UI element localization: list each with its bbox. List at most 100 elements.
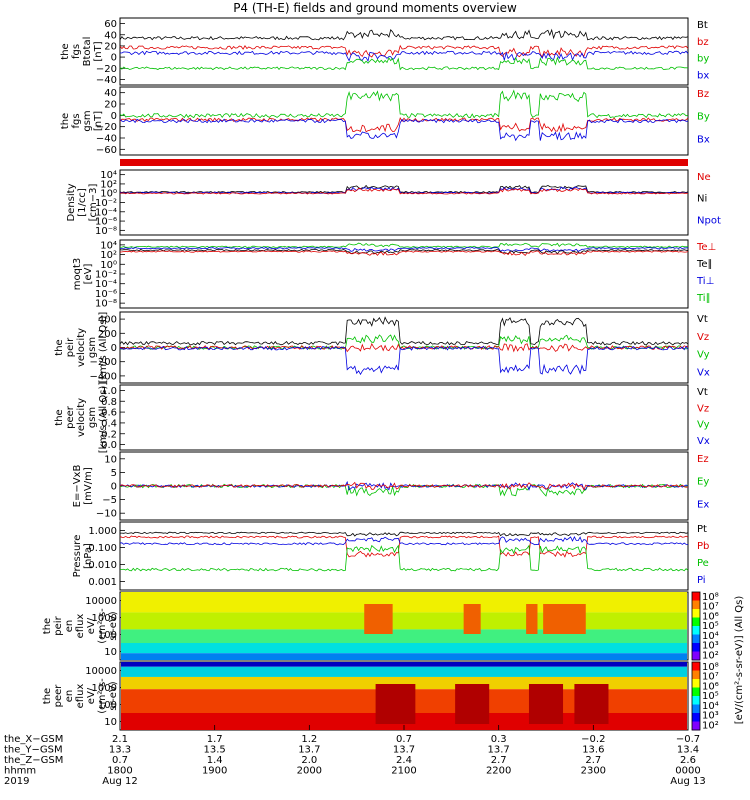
x-row-value: 13.3 [109, 745, 131, 756]
colorbar-segment [692, 704, 700, 714]
legend-peer_velocity: Vz [697, 403, 709, 414]
peer-spec-patch [574, 684, 609, 724]
x-row-value: 13.6 [582, 745, 604, 756]
y-tick-label: 0.6 [101, 408, 117, 419]
peir-spec-patch [364, 604, 393, 634]
colorbar-segment [692, 609, 700, 618]
y-tick-label: −20 [96, 122, 117, 133]
x-row-value: 2300 [581, 766, 606, 777]
legend-density: Npot [697, 215, 721, 226]
legend-temperature: Te∥ [696, 259, 713, 270]
series-Pe [119, 544, 689, 572]
legend-fgs_gsm: Bz [697, 89, 709, 100]
x-row-value: 13.7 [298, 745, 320, 756]
x-row-value: 2.6 [680, 755, 696, 766]
legend-fgs_mag: bz [697, 37, 709, 48]
legend-efield: Ey [697, 477, 709, 488]
colorbar-segment [692, 687, 700, 697]
peer-spec-patch [455, 684, 490, 724]
y-tick-label: 0 [111, 482, 117, 493]
series-Pi [119, 536, 689, 546]
colorbar-frame [691, 591, 701, 661]
peir-spec-band [121, 653, 687, 660]
y-tick-label: 10 [104, 454, 117, 465]
colorbar-segment [692, 679, 700, 688]
legend-temperature: Ti∥ [696, 293, 711, 304]
series-Te-perp [119, 250, 689, 256]
series-bx [119, 50, 689, 62]
series-Vy [119, 334, 689, 351]
x-row-value: 0.7 [396, 734, 412, 745]
y-tick-label: 40 [104, 30, 117, 41]
x-row-value: 2.4 [396, 755, 412, 766]
colorbar-tick: 10⁵ [702, 621, 719, 632]
x-row-value: −0.7 [676, 734, 700, 745]
colorbar-tick: 10⁴ [702, 631, 719, 642]
peir-spec-patch [526, 604, 538, 634]
peer-spec-band [121, 666, 687, 677]
y-tick-label: 1000 [92, 613, 117, 624]
y-axis-label: thepeervelocitygsm[km/s (All Qs)] [54, 382, 109, 454]
y-tick-label: −400 [90, 371, 117, 382]
y-tick-label: 400 [98, 315, 117, 326]
y-tick-label: 10⁻⁸ [95, 226, 117, 237]
y-tick-label: 10000 [85, 596, 117, 607]
colorbar-segment [692, 713, 700, 722]
legend-peir_velocity: Vx [697, 367, 710, 378]
x-row-value: 13.5 [204, 745, 226, 756]
colorbar-tick: 10⁸ [702, 592, 719, 603]
y-tick-label: −60 [96, 145, 117, 156]
series-Bx [119, 118, 689, 142]
y-tick-label: 10⁰ [100, 189, 117, 200]
series-Ne [119, 187, 689, 195]
colorbar-segment [692, 634, 700, 644]
peir-spec-band [121, 612, 687, 630]
y-tick-label: 100 [98, 630, 117, 641]
y-tick-label: 10 [104, 717, 117, 728]
legend-fgs_mag: by [697, 54, 709, 65]
y-tick-label: 10² [100, 250, 117, 261]
x-row-value: 2100 [391, 766, 416, 777]
colorbar-segment [692, 662, 700, 671]
y-tick-label: 60 [104, 19, 117, 30]
colorbar-segment [692, 626, 700, 635]
peir-spec-patch [463, 604, 481, 634]
legend-peir_velocity: Vt [697, 314, 708, 325]
x-row-value: 2200 [486, 766, 511, 777]
legend-fgs_mag: Bt [697, 20, 708, 31]
y-tick-label: −40 [96, 75, 117, 86]
colorbar-segment [692, 670, 700, 680]
series-Ti-perp [120, 247, 689, 252]
y-axis-label: thepeirenefluxeV/(cm²-s-sr-eV) [42, 608, 119, 644]
y-axis-label: thepeirvelocitygsm[km/s (All Qs)] [54, 312, 109, 384]
y-tick-label: 1.0 [101, 386, 117, 397]
y-tick-label: 100 [98, 700, 117, 711]
legend-temperature: Ti⊥ [696, 276, 714, 287]
y-tick-label: 5 [111, 468, 117, 479]
y-tick-label: 10⁻⁶ [95, 289, 117, 300]
y-axis-label: E=−VxB[mV/m] [72, 465, 94, 508]
x-row-value: 0.3 [491, 734, 507, 745]
panel-frame [119, 384, 689, 451]
legend-pressure: Pb [697, 541, 709, 552]
panel-frame [119, 521, 689, 591]
y-tick-label: 1.000 [88, 526, 117, 537]
y-tick-label: 10000 [85, 666, 117, 677]
y-tick-label: 0 [111, 53, 117, 64]
x-row-value: 2.7 [491, 755, 507, 766]
x-row-value: 1.4 [207, 755, 223, 766]
y-tick-label: 0 [111, 111, 117, 122]
series-Ey [119, 483, 689, 497]
y-tick-label: 0.0 [101, 440, 117, 451]
colorbar-segment [692, 600, 700, 610]
peir-spec-patch [543, 604, 586, 634]
colorbar-segment [692, 696, 700, 705]
y-tick-label: −10 [96, 509, 117, 520]
x-row-label: the_X−GSM [4, 734, 63, 745]
x-row-value: 2.7 [585, 755, 601, 766]
colorbar-segment [692, 617, 700, 627]
y-tick-label: 10 [104, 647, 117, 658]
y-tick-label: 20 [104, 41, 117, 52]
y-tick-label: 10² [100, 179, 117, 190]
